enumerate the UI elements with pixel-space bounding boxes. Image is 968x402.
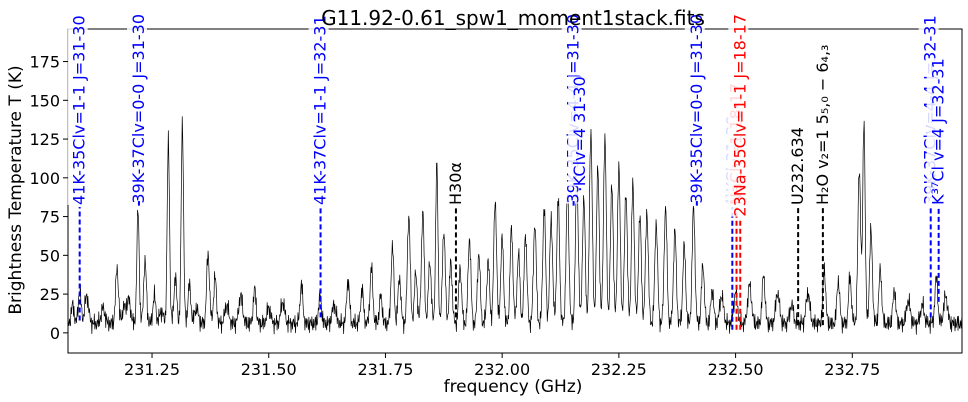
line-id-label-box [810,44,831,205]
x-tick-label: 231.75 [357,360,413,379]
spectrum-layer [67,116,963,335]
x-tick-label: 231.25 [124,360,180,379]
x-tick-label: 231.50 [241,360,297,379]
x-tick-label: 232.75 [824,360,880,379]
y-tick-label: 175 [29,53,60,72]
line-id-label-box [926,58,947,206]
line-id-label: KClv=4 31-30 [570,76,589,186]
y-tick-label: 75 [40,208,60,227]
y-tick-label: 50 [40,246,60,265]
line-markers: 41K-35Clv=1-1 J=31-30 39K-37Clv=0-0 J=31-… [67,14,948,330]
spectrum-trace [67,116,963,335]
x-axis-ticks: 231.25 231.50 231.75 232.00 232.25 232.50 232.… [124,353,880,379]
line-id-label: H30α [446,162,465,205]
line-id-label-box [443,162,464,205]
y-tick-label: 125 [29,130,60,149]
y-tick-label: 0 [50,324,60,343]
line-id-label: 39K-37Clv=0-0 J=31-30 [129,14,148,204]
y-tick-label: 150 [29,91,60,110]
line-id-label: K³⁷Cl v=4 J=32-31 [929,58,948,205]
x-tick-label: 232.50 [708,360,764,379]
y-tick-label: 100 [29,169,60,188]
line-id-label: 41K-37Clv=1-1 J=32-31 [311,15,330,205]
line-id-label: 41K-35Clv=1-1 J=31-30 [70,15,89,205]
chart-title: G11.92-0.61_spw1_moment1stack.fits [321,6,705,30]
x-tick-label: 232.00 [474,360,530,379]
line-id-label-box [684,14,705,204]
line-id-label-box [728,14,749,217]
y-axis-ticks: 0 25 50 75 100 125 150 175 [29,53,68,343]
y-tick-label: 25 [40,285,60,304]
line-id-label: U232.634 [788,127,807,205]
line-id-label: H₂O v₂=1 5₅,₀ − 6₄,₃ [813,45,832,205]
y-axis-label: Brightness Temperature T (K) [6,65,26,314]
line-id-label-box [568,76,589,187]
x-axis-label: frequency (GHz) [444,377,583,397]
line-id-label-box [786,127,807,205]
line-id-label-box [67,15,88,206]
x-tick-label: 232.25 [591,360,647,379]
line-id-label: 23Na-35Clv=1-1 J=18-17 [730,14,749,217]
line-id-label-box [127,14,147,204]
line-id-label: 39K-35Clv=0-0 J=31-30 [687,14,706,204]
line-id-label-box [308,15,329,206]
